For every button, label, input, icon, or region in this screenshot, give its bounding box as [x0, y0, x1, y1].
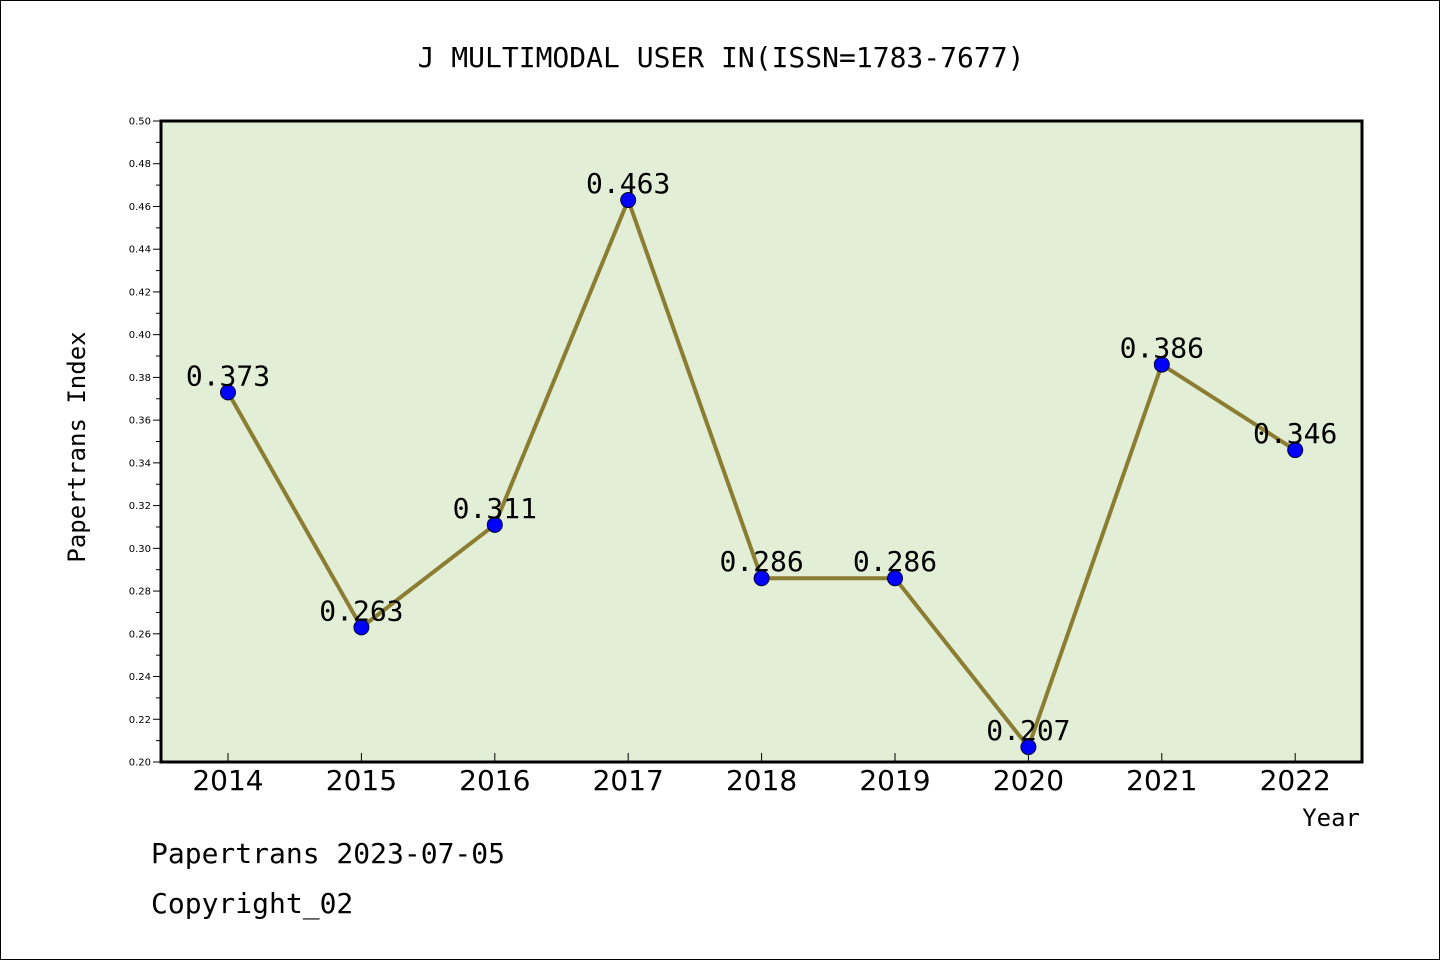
footer-date: Papertrans 2023-07-05 — [151, 837, 506, 870]
data-point — [353, 619, 370, 636]
x-tick-label: 2020 — [993, 764, 1064, 797]
data-label: 0.263 — [319, 594, 403, 627]
y-tick-label: 0.32 — [129, 501, 151, 512]
y-tick-label: 0.40 — [129, 330, 151, 341]
x-axis-label: Year — [1302, 804, 1360, 832]
y-tick-label: 0.34 — [129, 458, 151, 469]
data-label-layer: 0.373 0.263 0.311 0.463 0.286 0.286 0.207 0.386… — [186, 167, 1337, 747]
y-tick-label: 0.30 — [129, 544, 151, 555]
y-tick-label: 0.48 — [129, 159, 151, 170]
data-label: 0.346 — [1253, 417, 1337, 450]
data-label: 0.386 — [1120, 332, 1204, 365]
footer-copyright: Copyright_02 — [151, 887, 354, 920]
y-tick-label: 0.44 — [129, 245, 151, 256]
plot-area — [161, 121, 1362, 762]
data-label: 0.311 — [453, 492, 537, 525]
x-tick-label: 2019 — [859, 764, 930, 797]
y-tick-label: 0.42 — [129, 287, 151, 298]
y-tick-label: 0.46 — [129, 202, 151, 213]
y-tick-label: 0.20 — [129, 758, 151, 769]
data-point — [486, 516, 503, 533]
y-tick-label: 0.22 — [129, 715, 151, 726]
y-tick-label: 0.26 — [129, 629, 151, 640]
data-label: 0.373 — [186, 359, 270, 392]
data-point — [887, 570, 903, 587]
y-axis: 0.20 0.22 0.24 0.26 0.28 0.30 0.32 0.34 0.36 0.38… — [129, 117, 161, 769]
data-label: 0.286 — [719, 545, 803, 578]
series-layer — [220, 192, 1304, 756]
x-tick-label: 2016 — [459, 764, 530, 797]
y-tick-label: 0.36 — [129, 416, 151, 427]
data-point — [1287, 442, 1304, 459]
data-label: 0.207 — [986, 714, 1070, 747]
x-axis: 2014 2015 2016 2017 2018 2019 2020 2021 2022 — [192, 753, 1331, 797]
x-tick-label: 2021 — [1126, 764, 1197, 797]
data-point — [753, 570, 770, 587]
data-point — [1020, 739, 1037, 756]
y-tick-label: 0.28 — [129, 587, 151, 598]
x-tick-label: 2017 — [593, 764, 664, 797]
chart-title: J MULTIMODAL USER IN(ISSN=1783-7677) — [418, 41, 1025, 74]
y-tick-label: 0.50 — [129, 117, 151, 128]
x-tick-label: 2022 — [1260, 764, 1331, 797]
data-label: 0.286 — [853, 545, 937, 578]
y-axis-label: Papertrans Index — [63, 331, 91, 562]
data-label: 0.463 — [586, 167, 670, 200]
data-point — [620, 192, 637, 209]
x-tick-label: 2014 — [192, 764, 263, 797]
y-tick-label: 0.24 — [129, 672, 151, 683]
data-point — [1153, 356, 1170, 373]
plot-border — [159, 119, 1364, 764]
x-tick-label: 2018 — [726, 764, 797, 797]
x-tick-label: 2015 — [326, 764, 397, 797]
data-point — [220, 384, 236, 401]
y-tick-label: 0.38 — [129, 373, 151, 384]
